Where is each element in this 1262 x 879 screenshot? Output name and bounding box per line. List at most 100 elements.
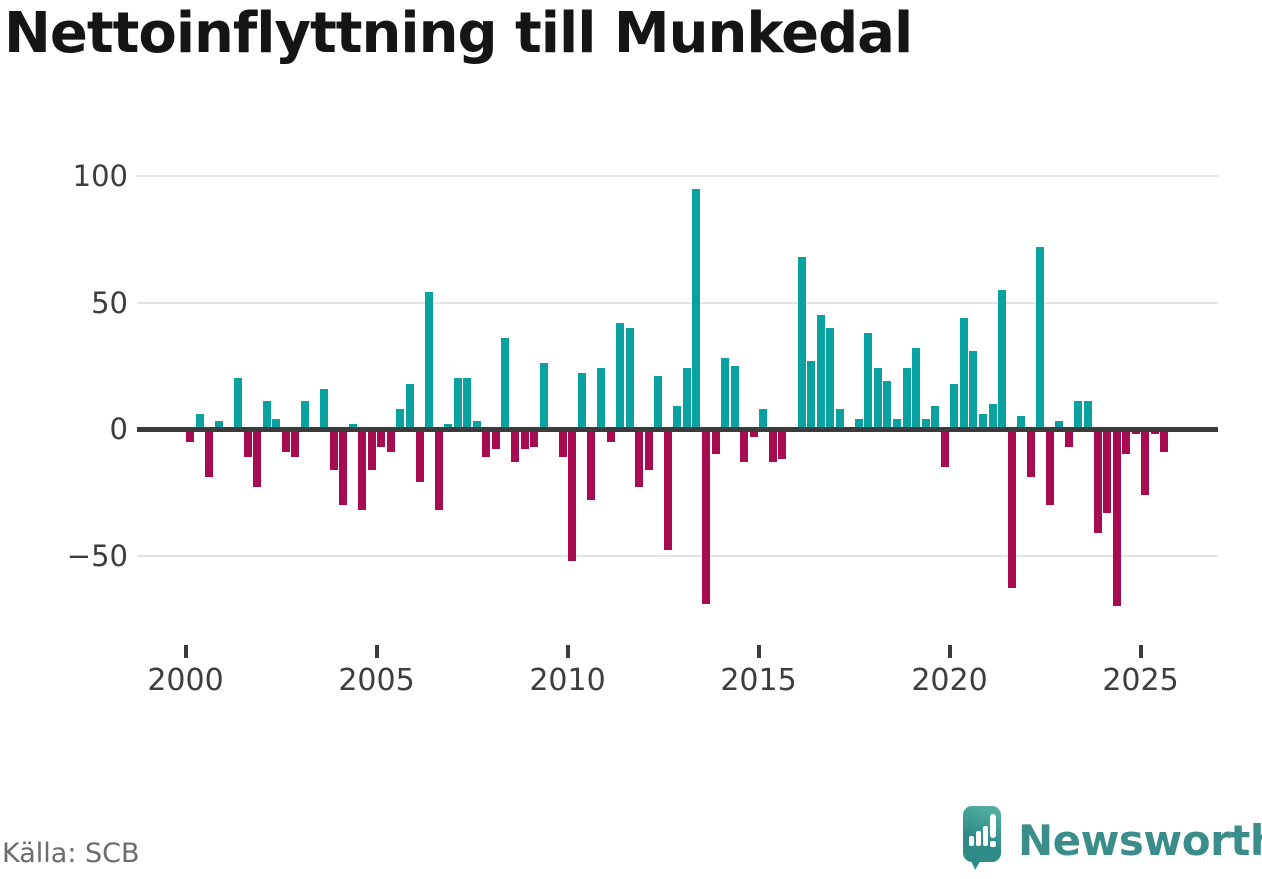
bar-2024Q1 bbox=[1103, 429, 1112, 513]
bar-2024Q4 bbox=[1131, 429, 1140, 435]
bar-2014Q4 bbox=[749, 429, 758, 437]
bar-2003Q3 bbox=[320, 388, 328, 429]
logo-chart-bar-icon bbox=[983, 826, 988, 846]
bar-2012Q4 bbox=[673, 406, 682, 429]
bar-2010Q3 bbox=[587, 429, 596, 500]
x-axis-tick-2010 bbox=[565, 645, 570, 658]
bar-2017Q4 bbox=[864, 332, 873, 429]
bar-2007Q3 bbox=[472, 421, 481, 429]
bar-2000Q3 bbox=[205, 429, 214, 478]
newsworthy-wordmark: Newsworthy bbox=[1018, 816, 1262, 865]
bar-2002Q4 bbox=[291, 429, 300, 457]
bar-2000Q4 bbox=[214, 421, 223, 429]
bar-2015Q3 bbox=[778, 429, 787, 460]
y-axis-tick-label: 0 bbox=[109, 412, 128, 446]
bar-2019Q4 bbox=[940, 429, 949, 467]
bar-2009Q1 bbox=[530, 429, 539, 447]
bar-2014Q3 bbox=[740, 429, 749, 462]
logo-chart-bar-icon bbox=[969, 836, 974, 846]
bar-2023Q1 bbox=[1064, 429, 1073, 447]
bar-2014Q2 bbox=[730, 365, 739, 429]
bar-2013Q2 bbox=[692, 188, 701, 429]
bar-2005Q2 bbox=[386, 429, 395, 452]
y-axis-tick-label: −50 bbox=[66, 538, 128, 573]
x-axis-tick-label: 2005 bbox=[338, 663, 415, 698]
bar-2022Q1 bbox=[1026, 429, 1035, 478]
bar-2025Q2 bbox=[1150, 429, 1159, 435]
bar-2015Q2 bbox=[768, 429, 777, 462]
x-axis-tick-2005 bbox=[374, 645, 379, 658]
x-axis-tick-label: 2000 bbox=[147, 663, 224, 698]
bar-2016Q1 bbox=[797, 257, 806, 429]
gridline-y100 bbox=[137, 175, 1218, 177]
x-axis-tick-label: 2010 bbox=[529, 663, 606, 698]
source-note: Källa: SCB bbox=[2, 838, 140, 869]
bar-2010Q2 bbox=[577, 373, 586, 429]
bar-2025Q1 bbox=[1141, 429, 1150, 495]
bar-2016Q4 bbox=[826, 327, 835, 429]
gridline-y-50 bbox=[137, 554, 1218, 557]
bar-2023Q3 bbox=[1084, 401, 1092, 429]
bar-2012Q1 bbox=[644, 429, 653, 470]
bar-2002Q2 bbox=[272, 418, 281, 429]
bar-2020Q2 bbox=[959, 317, 968, 429]
bar-2007Q2 bbox=[463, 378, 472, 429]
bar-2020Q1 bbox=[950, 383, 959, 429]
bar-2013Q3 bbox=[702, 429, 710, 604]
bar-2007Q1 bbox=[453, 378, 462, 429]
bar-2021Q1 bbox=[988, 403, 997, 429]
bar-2021Q2 bbox=[998, 289, 1006, 429]
bar-2004Q1 bbox=[339, 429, 348, 505]
bar-2024Q2 bbox=[1112, 429, 1121, 607]
bar-2021Q3 bbox=[1007, 429, 1016, 589]
bar-2010Q1 bbox=[568, 429, 577, 561]
bar-2024Q3 bbox=[1122, 429, 1131, 455]
bar-2018Q2 bbox=[883, 380, 892, 429]
bar-2023Q4 bbox=[1093, 429, 1102, 533]
bar-2000Q2 bbox=[195, 413, 204, 429]
bar-2005Q3 bbox=[396, 408, 405, 429]
bar-2008Q1 bbox=[491, 429, 500, 450]
bar-2013Q4 bbox=[711, 429, 720, 455]
bar-2004Q2 bbox=[348, 423, 357, 429]
bar-2019Q2 bbox=[921, 418, 930, 429]
bar-2012Q2 bbox=[654, 375, 663, 429]
bar-2014Q1 bbox=[721, 358, 730, 429]
x-axis-tick-label: 2015 bbox=[720, 663, 797, 698]
zero-axis-line bbox=[137, 426, 1218, 432]
bar-2006Q1 bbox=[415, 429, 424, 483]
bar-2016Q2 bbox=[807, 360, 815, 429]
bar-2022Q2 bbox=[1036, 246, 1045, 429]
bar-2023Q2 bbox=[1074, 401, 1083, 429]
bar-2001Q4 bbox=[253, 429, 262, 488]
bar-2008Q2 bbox=[501, 337, 510, 429]
bar-2011Q3 bbox=[625, 327, 634, 429]
x-axis-tick-2020 bbox=[947, 645, 952, 658]
bar-2001Q3 bbox=[243, 429, 252, 457]
gridline-y50 bbox=[137, 301, 1218, 304]
bar-2005Q1 bbox=[377, 429, 386, 447]
bar-2019Q3 bbox=[931, 406, 940, 429]
bar-2006Q2 bbox=[425, 292, 433, 429]
logo-chart-bar-icon bbox=[976, 831, 981, 846]
bar-2008Q3 bbox=[511, 429, 519, 462]
bar-2000Q1 bbox=[186, 429, 195, 442]
chart-title: Nettoinflyttning till Munkedal bbox=[4, 1, 913, 66]
bar-2022Q3 bbox=[1045, 429, 1054, 505]
logo-exclamation-dot-icon bbox=[990, 841, 996, 847]
bar-2009Q4 bbox=[558, 429, 567, 457]
newsworthy-branding: Newsworthy bbox=[960, 802, 1262, 879]
bar-2002Q3 bbox=[281, 429, 290, 452]
bar-2003Q1 bbox=[300, 401, 309, 429]
y-axis-tick-label: 50 bbox=[91, 285, 128, 320]
bar-2010Q4 bbox=[596, 368, 605, 429]
bar-2020Q4 bbox=[978, 413, 987, 429]
bar-2012Q3 bbox=[663, 429, 672, 551]
x-axis-tick-2000 bbox=[183, 645, 188, 658]
bar-2016Q3 bbox=[816, 315, 825, 429]
bar-2020Q3 bbox=[969, 350, 978, 429]
newsworthy-logo-tail bbox=[968, 854, 984, 870]
y-axis-tick-label: 100 bbox=[72, 159, 128, 193]
bar-2018Q1 bbox=[873, 368, 882, 429]
